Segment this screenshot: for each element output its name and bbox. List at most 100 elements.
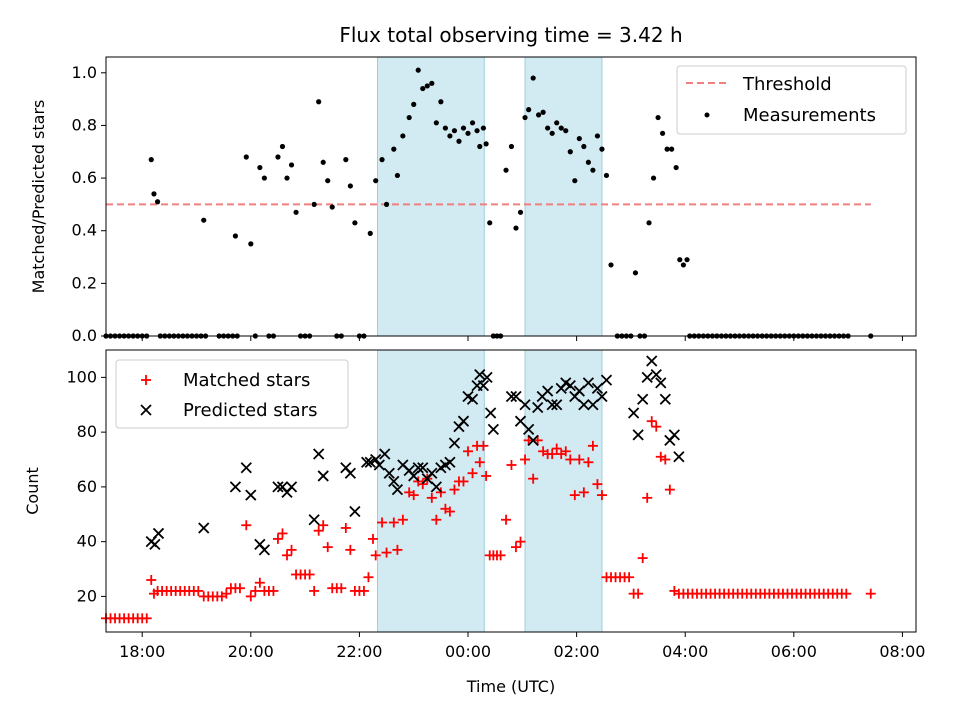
x-tick-label: 06:00 xyxy=(771,642,817,661)
predicted-point xyxy=(364,456,376,468)
x-b xyxy=(149,538,161,551)
matched-point xyxy=(318,520,329,531)
measurement-point xyxy=(517,209,524,215)
legend-plus-marker xyxy=(141,375,151,385)
matched-point xyxy=(501,514,512,525)
measurement-point xyxy=(367,230,373,236)
x-b xyxy=(245,489,257,501)
matched-point xyxy=(528,473,539,484)
bottom-legend: Matched stars Predicted stars xyxy=(115,359,349,429)
matched-point xyxy=(642,492,653,503)
measurement-point xyxy=(201,217,207,223)
top-legend-box xyxy=(676,65,907,135)
x-b xyxy=(317,470,329,482)
matched-point xyxy=(417,479,428,490)
matched-point xyxy=(587,440,598,451)
x-b xyxy=(646,355,658,367)
matched-point xyxy=(510,542,521,553)
x-b xyxy=(276,481,289,493)
matched-point xyxy=(392,544,403,555)
x-b xyxy=(240,462,252,474)
measurement-point xyxy=(669,146,675,152)
measurement-point xyxy=(664,146,670,152)
measurement-point xyxy=(456,138,462,144)
x-b xyxy=(313,448,325,460)
measurement-point xyxy=(554,120,560,126)
measurement-point xyxy=(447,133,453,139)
matched-point xyxy=(435,487,446,498)
x-b xyxy=(344,467,356,479)
matched-point xyxy=(370,550,381,561)
measurement-point xyxy=(608,262,614,268)
predicted-point xyxy=(650,369,662,381)
x-b xyxy=(391,483,404,496)
x-b xyxy=(587,399,599,411)
measurement-point xyxy=(148,157,154,163)
measurement-point xyxy=(232,233,239,239)
legend-predicted-swatch xyxy=(140,404,152,416)
x-b xyxy=(361,456,373,468)
predicted-point xyxy=(149,538,161,551)
measurement-point xyxy=(684,257,690,263)
bottom-legend-box xyxy=(115,359,349,429)
predicted-point xyxy=(573,385,585,397)
measurement-point xyxy=(480,125,486,131)
x-b xyxy=(466,393,479,405)
predicted-point xyxy=(627,407,640,419)
x-b xyxy=(383,467,395,479)
x-b xyxy=(379,448,391,460)
measurement-point xyxy=(460,125,467,131)
count-points xyxy=(101,355,876,624)
shaded-interval xyxy=(377,349,485,633)
measurement-point xyxy=(261,175,267,181)
measurement-point xyxy=(400,133,406,139)
measurement-point xyxy=(594,133,601,139)
measurement-point xyxy=(590,167,596,173)
top-shaded-intervals xyxy=(377,56,603,337)
measurement-point xyxy=(585,159,591,165)
measurement-point xyxy=(576,135,582,142)
predicted-point xyxy=(564,379,576,392)
matched-point xyxy=(272,533,283,544)
x-axis-label: Time (UTC) xyxy=(466,677,555,696)
predicted-point xyxy=(477,379,490,392)
matched-point xyxy=(322,542,333,553)
legend-matched-label: Matched stars xyxy=(183,370,310,391)
measurement-point xyxy=(677,257,683,263)
matched-point xyxy=(578,487,589,498)
x-b xyxy=(477,379,490,392)
predicted-point xyxy=(245,489,257,501)
measurement-point xyxy=(275,154,281,160)
matched-point xyxy=(664,484,675,495)
matched-point xyxy=(426,492,437,503)
measurement-point xyxy=(581,143,587,150)
matched-point xyxy=(363,572,374,583)
x-b xyxy=(485,407,497,419)
x-b xyxy=(370,453,382,466)
measurement-point xyxy=(415,67,421,73)
matched-point xyxy=(660,454,671,465)
matched-point xyxy=(633,588,644,599)
x-b xyxy=(510,390,522,403)
x-tick-label: 20:00 xyxy=(228,642,274,661)
measurement-point xyxy=(343,157,349,163)
legend-measurements-swatch xyxy=(704,112,710,118)
y-tick-label: 20 xyxy=(77,586,97,605)
bottom-x-ticks: 18:00 20:00 22:00 00:00 02:00 04:00 06:00 08:00 xyxy=(119,632,925,661)
predicted-point xyxy=(408,470,420,482)
matched-point xyxy=(506,459,517,470)
predicted-point xyxy=(361,456,373,468)
matched-point xyxy=(234,583,245,594)
x-b xyxy=(152,527,165,540)
legend-x-marker xyxy=(140,404,152,416)
predicted-point xyxy=(426,467,438,479)
x-b xyxy=(474,369,486,381)
predicted-point xyxy=(510,390,522,403)
x-tick-label: 18:00 xyxy=(119,642,165,661)
predicted-point xyxy=(546,399,558,411)
bottom-y-axis-label: Count xyxy=(23,467,42,515)
predicted-point xyxy=(637,393,649,405)
x-b xyxy=(397,459,409,471)
x-b xyxy=(659,393,671,405)
x-b xyxy=(632,429,644,441)
